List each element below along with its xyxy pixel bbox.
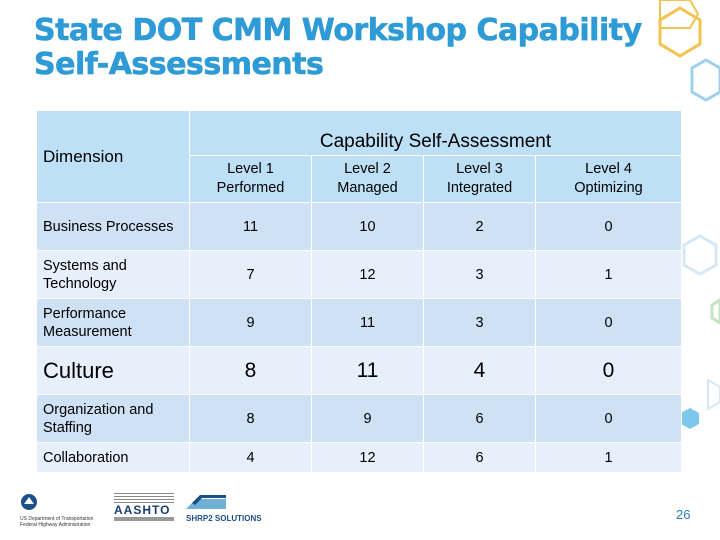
table-row: Culture 8 11 4 0 <box>36 346 683 395</box>
row-label: Culture <box>36 346 190 395</box>
level-header: Level 4 Optimizing <box>534 155 683 203</box>
fhwa-line2: Federal Highway Administration <box>20 522 91 528</box>
group-header: Capability Self-Assessment <box>188 110 683 156</box>
table-row: Performance Measurement 9 11 3 0 <box>36 298 683 347</box>
cell-value: 6 <box>423 394 536 443</box>
capability-table: Dimension Capability Self-Assessment Lev… <box>36 110 683 473</box>
cell-value: 0 <box>534 346 683 395</box>
cell-value: 7 <box>189 250 312 299</box>
table-row: Collaboration 4 12 6 1 <box>36 442 683 473</box>
cell-value: 4 <box>189 442 312 473</box>
row-label: Performance Measurement <box>36 298 190 347</box>
cell-value: 3 <box>423 298 536 347</box>
fhwa-line1: US Department of Transportation <box>20 516 94 522</box>
cell-value: 4 <box>423 346 536 395</box>
cell-value: 0 <box>534 394 683 443</box>
aashto-wordmark: AASHTO <box>114 503 171 517</box>
row-label: Organization and Staffing <box>36 394 190 443</box>
fhwa-logo: US Department of Transportation Federal … <box>20 493 100 528</box>
cell-value: 11 <box>189 202 312 251</box>
level-header: Level 2 Managed <box>311 155 424 203</box>
table-row: Systems and Technology 7 12 3 1 <box>36 250 683 299</box>
table-row: Organization and Staffing 8 9 6 0 <box>36 394 683 443</box>
row-label: Business Processes <box>36 202 190 251</box>
cell-value: 10 <box>311 202 424 251</box>
cell-value: 0 <box>534 202 683 251</box>
shrp2-bars-icon <box>186 495 226 509</box>
cell-value: 6 <box>423 442 536 473</box>
cell-value: 11 <box>311 298 424 347</box>
shrp2-logo: SHRP2 SOLUTIONS <box>186 493 270 525</box>
cell-value: 12 <box>311 250 424 299</box>
cell-value: 0 <box>534 298 683 347</box>
dot-emblem-icon <box>21 494 37 510</box>
aashto-logo: AASHTO <box>114 493 176 525</box>
cell-value: 2 <box>423 202 536 251</box>
level-header: Level 1 Performed <box>189 155 312 203</box>
cell-value: 1 <box>534 442 683 473</box>
cell-value: 12 <box>311 442 424 473</box>
slide-title: State DOT CMM Workshop Capability Self-A… <box>34 13 643 82</box>
cell-value: 8 <box>189 346 312 395</box>
cell-value: 9 <box>189 298 312 347</box>
level-header: Level 3 Integrated <box>423 155 536 203</box>
cell-value: 1 <box>534 250 683 299</box>
cell-value: 11 <box>311 346 424 395</box>
cell-value: 9 <box>311 394 424 443</box>
cell-value: 3 <box>423 250 536 299</box>
cell-value: 8 <box>189 394 312 443</box>
row-label: Systems and Technology <box>36 250 190 299</box>
page-number: 26 <box>676 507 691 522</box>
table-row: Business Processes 11 10 2 0 <box>36 202 683 251</box>
row-label: Collaboration <box>36 442 190 473</box>
shrp2-wordmark: SHRP2 SOLUTIONS <box>186 514 262 523</box>
dimension-header: Dimension <box>36 110 190 203</box>
